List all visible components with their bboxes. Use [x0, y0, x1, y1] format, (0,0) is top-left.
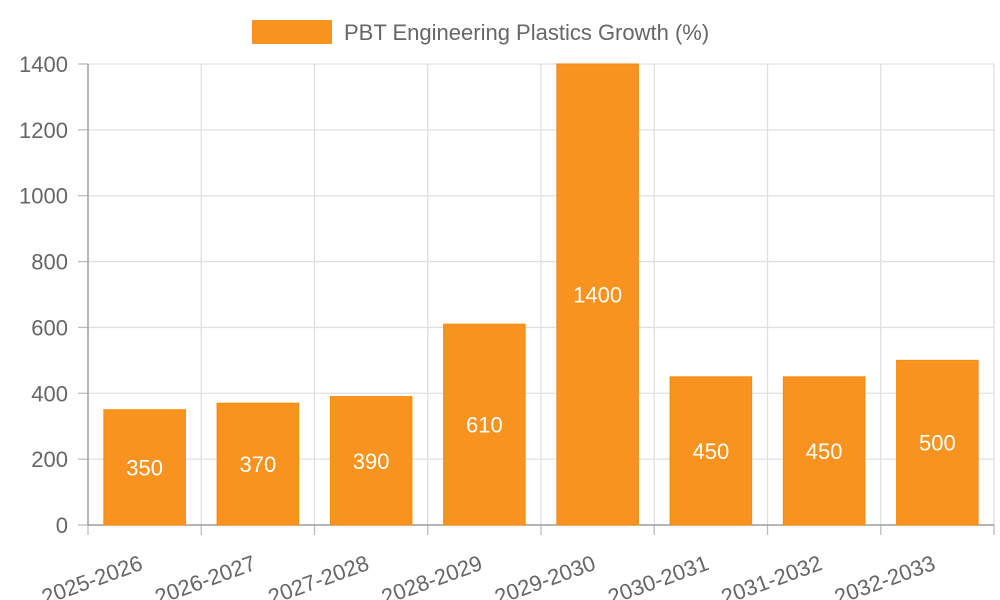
y-tick-label: 1400	[19, 52, 68, 77]
bar-value-label: 390	[353, 449, 390, 474]
x-tick-label: 2026-2027	[152, 550, 259, 600]
x-tick-label: 2029-2030	[491, 550, 598, 600]
bar-value-label: 500	[919, 431, 956, 456]
y-tick-label: 0	[56, 513, 68, 538]
bar-value-label: 1400	[573, 283, 622, 308]
bar-value-label: 450	[693, 439, 730, 464]
y-tick-label: 400	[31, 381, 68, 406]
x-tick-label: 2031-2032	[718, 550, 825, 600]
bars	[103, 63, 979, 526]
bar	[556, 63, 639, 526]
legend-swatch	[252, 20, 332, 44]
bar	[782, 376, 866, 526]
bar	[103, 409, 186, 526]
bar	[669, 376, 753, 526]
y-tick-label: 800	[31, 250, 68, 275]
bar-value-label: 610	[466, 413, 503, 438]
y-tick-label: 200	[31, 447, 68, 472]
y-tick-label: 1000	[19, 184, 68, 209]
bar	[216, 402, 300, 526]
x-tick-labels: 2025-2026 2026-2027 2027-2028 2028-2029 2029…	[38, 550, 938, 600]
y-tick-label: 600	[31, 315, 68, 340]
legend-label: PBT Engineering Plastics Growth (%)	[344, 20, 709, 45]
y-tick-label: 1200	[19, 118, 68, 143]
bar	[896, 359, 979, 526]
y-tick-labels: 0 200 400 600 800 1000 1200 1400	[19, 52, 68, 538]
bar	[329, 396, 413, 526]
grid-lines	[88, 63, 995, 525]
x-tick-label: 2025-2026	[38, 550, 145, 600]
bar-value-label: 450	[806, 439, 843, 464]
bar	[443, 323, 526, 526]
x-tick-label: 2032-2033	[831, 550, 938, 600]
x-tick-label: 2027-2028	[265, 550, 372, 600]
x-tick-label: 2028-2029	[378, 550, 485, 600]
bar-labels: 350 370 390 610 1400 450 450 500	[126, 283, 955, 481]
legend: PBT Engineering Plastics Growth (%)	[252, 20, 709, 45]
bar-value-label: 370	[240, 452, 277, 477]
bar-value-label: 350	[126, 455, 163, 480]
x-tick-label: 2030-2031	[605, 550, 712, 600]
